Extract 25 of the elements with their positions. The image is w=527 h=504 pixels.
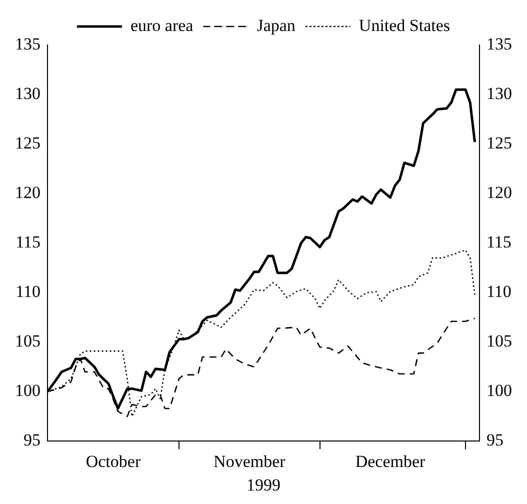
y2-tick-label: 125 [486, 134, 512, 153]
y-tick-label: 125 [15, 134, 40, 153]
y-tick-label: 130 [15, 84, 40, 103]
y2-tick-label: 120 [486, 183, 512, 202]
x-tick-label: October [86, 452, 141, 471]
y-tick-label: 95 [24, 430, 40, 450]
y2-tick-label: 135 [486, 34, 512, 54]
y-tick-label: 120 [15, 183, 40, 202]
y2-tick-label: 105 [486, 332, 512, 351]
y-tick-label: 100 [15, 381, 40, 400]
x-tick-label: December [355, 452, 426, 471]
y2-tick-label: 95 [486, 430, 504, 450]
y-tick-label: 115 [16, 232, 40, 252]
x-axis-title: 1999 [246, 475, 280, 494]
y2-tick-label: 110 [486, 282, 512, 302]
y-tick-label: 110 [16, 282, 40, 302]
y-tick-label: 105 [15, 332, 40, 351]
x-tick-label: November [214, 452, 286, 471]
legend-label: euro area [130, 16, 194, 35]
legend-label: Japan [256, 16, 296, 35]
y-tick-label: 135 [15, 34, 40, 54]
y2-tick-label: 115 [486, 232, 512, 252]
y2-tick-label: 100 [486, 381, 512, 400]
legend-label: United States [358, 16, 450, 35]
y2-tick-label: 130 [486, 84, 512, 103]
